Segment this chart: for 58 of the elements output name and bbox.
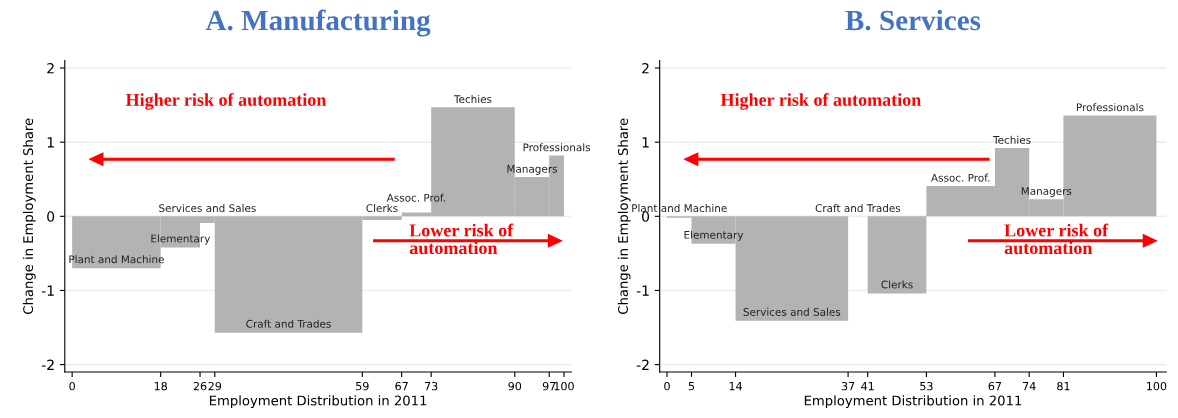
x-tick-label: 18 (154, 381, 167, 391)
x-tick-label: 0 (69, 381, 75, 391)
y-tick-label: 0 (642, 211, 650, 222)
annotation: Professionals (1076, 103, 1144, 112)
x-tick-label: 67 (988, 381, 1002, 391)
annotation: Craft and Trades (246, 319, 331, 328)
annotation: Clerks (366, 204, 398, 213)
x-tick-label: 0 (664, 381, 670, 391)
x-tick-label: 74 (1023, 382, 1036, 391)
x-tick-label: 53 (920, 381, 933, 391)
x-tick-label: 41 (861, 382, 874, 391)
y-tick-label: 2 (47, 62, 54, 74)
y-axis-title: Change in Employment Share (617, 118, 631, 314)
annotation: Lower risk of automation (1004, 223, 1109, 255)
x-tick-label: 73 (425, 381, 438, 391)
annotation: Elementary (684, 230, 744, 241)
annotation: Elementary (151, 234, 211, 245)
y-tick-label: -2 (41, 359, 54, 370)
y-tick-label: 2 (642, 62, 649, 74)
x-tick-label: 59 (356, 381, 369, 391)
annotation: Higher risk of automation (720, 93, 921, 110)
annotation: Services and Sales (159, 204, 256, 213)
y-tick-label: 0 (47, 211, 55, 222)
x-axis-title: Employment Distribution in 2011 (209, 395, 427, 409)
y-tick-label: 1 (47, 137, 54, 148)
annotation: Assoc. Prof. (386, 193, 446, 202)
x-tick-label: 5 (688, 382, 695, 391)
annotation: Craft and Trades (815, 204, 901, 213)
annotation: Managers (507, 165, 558, 175)
x-tick-label: 14 (729, 382, 742, 391)
annotation: Professionals (523, 143, 591, 152)
y-axis-title: Change in Employment Share (22, 118, 36, 314)
annotation: Managers (1021, 187, 1072, 198)
annotation: Plant and Machine (632, 204, 727, 213)
x-tick-label: 37 (841, 381, 855, 391)
y-tick-label: -2 (636, 359, 649, 370)
y-tick-label: -1 (636, 285, 649, 296)
x-tick-label: 90 (508, 381, 522, 391)
chart-title: B. Services (845, 9, 981, 31)
x-tick-label: 81 (1057, 381, 1070, 391)
y-tick-label: -1 (41, 285, 54, 296)
annotation: Clerks (881, 280, 913, 289)
annotation: Lower risk of automation (409, 223, 514, 255)
chart-title: A. Manufacturing (205, 9, 431, 37)
x-tick-label: 67 (395, 381, 408, 391)
x-tick-label: 97 (542, 381, 556, 391)
x-tick-label: 29 (208, 381, 222, 391)
annotation: Techies (453, 95, 492, 104)
annotation: Higher risk of automation (125, 93, 327, 110)
x-tick-label: 100 (554, 381, 574, 391)
annotation: Services and Sales (743, 307, 841, 316)
annotation: Assoc. Prof. (931, 173, 990, 182)
x-tick-label: 100 (1147, 381, 1167, 391)
annotation: Plant and Machine (69, 255, 164, 264)
annotation: Techies (992, 135, 1031, 144)
x-tick-label: 26 (193, 381, 207, 391)
y-tick-label: 1 (642, 137, 649, 148)
x-axis-title: Employment Distribution in 2011 (804, 395, 1022, 409)
